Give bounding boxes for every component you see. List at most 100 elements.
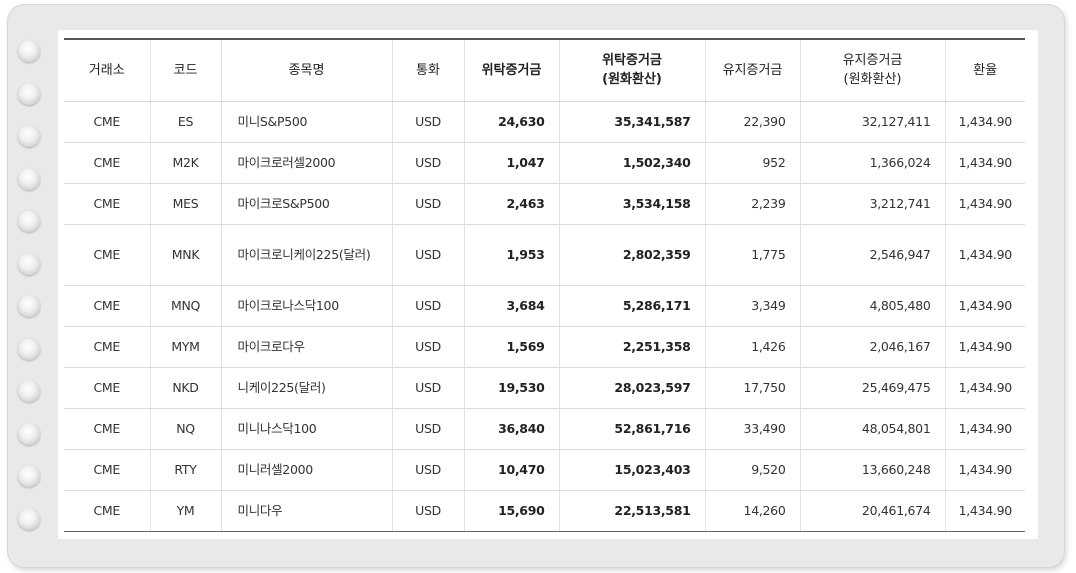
- header-exchange: 거래소: [64, 38, 150, 102]
- cell-currency: USD: [391, 285, 464, 327]
- cell-name: 미니S&P500: [220, 101, 392, 143]
- cell-maintenance-margin-krw: 32,127,411: [799, 101, 945, 143]
- table-row: CME NQ 미니나스닥100 USD 36,840 52,861,716 33…: [64, 408, 1025, 450]
- cell-initial-margin: 1,047: [463, 142, 559, 184]
- binder-ring-icon: [18, 125, 40, 147]
- cell-exchange-rate: 1,434.90: [944, 224, 1025, 286]
- cell-code: MNQ: [149, 285, 221, 327]
- cell-exchange: CME: [64, 183, 150, 225]
- cell-initial-margin-krw: 2,251,358: [558, 326, 705, 368]
- cell-exchange-rate: 1,434.90: [944, 408, 1025, 450]
- binder-ring-icon: [18, 338, 40, 360]
- table-row: CME RTY 미니러셀2000 USD 10,470 15,023,403 9…: [64, 449, 1025, 491]
- cell-initial-margin-krw: 52,861,716: [558, 408, 705, 450]
- cell-maintenance-margin-krw: 13,660,248: [799, 449, 945, 491]
- binder-ring-icon: [18, 83, 40, 105]
- cell-name: 니케이225(달러): [220, 367, 392, 409]
- cell-code: MNK: [149, 224, 221, 286]
- cell-name: 미니다우: [220, 490, 392, 532]
- cell-maintenance-margin: 9,520: [704, 449, 800, 491]
- cell-maintenance-margin-krw: 20,461,674: [799, 490, 945, 532]
- cell-initial-margin-krw: 35,341,587: [558, 101, 705, 143]
- binder-ring-icon: [18, 423, 40, 445]
- cell-code: RTY: [149, 449, 221, 491]
- cell-exchange: CME: [64, 326, 150, 368]
- cell-code: M2K: [149, 142, 221, 184]
- cell-exchange: CME: [64, 142, 150, 184]
- cell-code: NQ: [149, 408, 221, 450]
- cell-exchange-rate: 1,434.90: [944, 285, 1025, 327]
- cell-maintenance-margin: 1,775: [704, 224, 800, 286]
- binder-ring-icon: [18, 210, 40, 232]
- cell-name: 마이크로S&P500: [220, 183, 392, 225]
- header-maintenance-margin: 유지증거금: [704, 38, 800, 102]
- cell-exchange-rate: 1,434.90: [944, 449, 1025, 491]
- cell-code: ES: [149, 101, 221, 143]
- cell-exchange: CME: [64, 490, 150, 532]
- cell-initial-margin: 3,684: [463, 285, 559, 327]
- cell-maintenance-margin-krw: 4,805,480: [799, 285, 945, 327]
- cell-maintenance-margin-krw: 2,546,947: [799, 224, 945, 286]
- paper-sheet: 거래소 코드 종목명 통화 위탁증거금 위탁증거금 (원화환산) 유지증거금 유…: [58, 30, 1038, 539]
- cell-maintenance-margin: 952: [704, 142, 800, 184]
- cell-name: 마이크로러셀2000: [220, 142, 392, 184]
- cell-name: 마이크로니케이225(달러): [220, 224, 392, 286]
- cell-exchange: CME: [64, 101, 150, 143]
- cell-currency: USD: [391, 101, 464, 143]
- header-initial-margin-krw: 위탁증거금 (원화환산): [558, 38, 705, 102]
- table-row: CME NKD 니케이225(달러) USD 19,530 28,023,597…: [64, 367, 1025, 409]
- cell-initial-margin: 24,630: [463, 101, 559, 143]
- cell-initial-margin: 36,840: [463, 408, 559, 450]
- cell-exchange-rate: 1,434.90: [944, 142, 1025, 184]
- binder-ring-icon: [18, 465, 40, 487]
- table-row: CME M2K 마이크로러셀2000 USD 1,047 1,502,340 9…: [64, 142, 1025, 184]
- cell-initial-margin-krw: 1,502,340: [558, 142, 705, 184]
- cell-maintenance-margin: 17,750: [704, 367, 800, 409]
- cell-name: 마이크로다우: [220, 326, 392, 368]
- cell-maintenance-margin-krw: 2,046,167: [799, 326, 945, 368]
- header-code: 코드: [149, 38, 221, 102]
- table-row: CME MNK 마이크로니케이225(달러) USD 1,953 2,802,3…: [64, 224, 1025, 286]
- cell-currency: USD: [391, 183, 464, 225]
- binder-ring-icon: [18, 168, 40, 190]
- cell-exchange: CME: [64, 408, 150, 450]
- cell-maintenance-margin: 14,260: [704, 490, 800, 532]
- cell-initial-margin: 19,530: [463, 367, 559, 409]
- cell-exchange-rate: 1,434.90: [944, 101, 1025, 143]
- table-header-row: 거래소 코드 종목명 통화 위탁증거금 위탁증거금 (원화환산) 유지증거금 유…: [64, 38, 1025, 102]
- cell-exchange: CME: [64, 367, 150, 409]
- cell-currency: USD: [391, 224, 464, 286]
- header-exchange-rate: 환율: [944, 38, 1025, 102]
- cell-initial-margin-krw: 22,513,581: [558, 490, 705, 532]
- cell-initial-margin: 15,690: [463, 490, 559, 532]
- cell-maintenance-margin: 1,426: [704, 326, 800, 368]
- header-name: 종목명: [220, 38, 392, 102]
- cell-maintenance-margin-krw: 1,366,024: [799, 142, 945, 184]
- cell-exchange-rate: 1,434.90: [944, 183, 1025, 225]
- cell-initial-margin: 10,470: [463, 449, 559, 491]
- binder-ring-icon: [18, 508, 40, 530]
- cell-currency: USD: [391, 490, 464, 532]
- cell-name: 마이크로나스닥100: [220, 285, 392, 327]
- binder-ring-icon: [18, 295, 40, 317]
- cell-currency: USD: [391, 408, 464, 450]
- cell-maintenance-margin: 2,239: [704, 183, 800, 225]
- header-maintenance-margin-krw: 유지증거금 (원화환산): [799, 38, 945, 102]
- cell-currency: USD: [391, 142, 464, 184]
- cell-initial-margin: 1,953: [463, 224, 559, 286]
- binder-ring-icon: [18, 253, 40, 275]
- cell-name: 미니나스닥100: [220, 408, 392, 450]
- cell-initial-margin-krw: 15,023,403: [558, 449, 705, 491]
- table-row: CME MNQ 마이크로나스닥100 USD 3,684 5,286,171 3…: [64, 285, 1025, 327]
- cell-initial-margin-krw: 28,023,597: [558, 367, 705, 409]
- cell-exchange: CME: [64, 224, 150, 286]
- table-row: CME MES 마이크로S&P500 USD 2,463 3,534,158 2…: [64, 183, 1025, 225]
- cell-code: YM: [149, 490, 221, 532]
- cell-maintenance-margin: 22,390: [704, 101, 800, 143]
- cell-maintenance-margin: 33,490: [704, 408, 800, 450]
- cell-exchange-rate: 1,434.90: [944, 367, 1025, 409]
- cell-currency: USD: [391, 367, 464, 409]
- cell-maintenance-margin-krw: 25,469,475: [799, 367, 945, 409]
- header-currency: 통화: [391, 38, 464, 102]
- binder-ring-icon: [18, 40, 40, 62]
